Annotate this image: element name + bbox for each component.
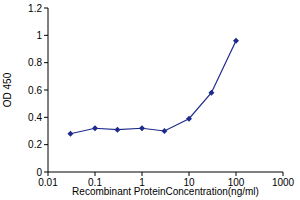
y-axis-label: OD 450 (2, 72, 13, 107)
x-tick-label: 0.01 (38, 177, 58, 188)
y-tick-label: 1 (36, 30, 42, 41)
y-tick-label: 0.2 (28, 139, 42, 150)
data-point (67, 131, 73, 137)
y-tick (44, 144, 48, 145)
y-tick (44, 172, 48, 173)
data-point (114, 127, 120, 133)
data-point (208, 90, 214, 96)
y-tick-label: 0.8 (28, 57, 42, 68)
plot-area (67, 38, 239, 137)
y-tick-label: 1.2 (28, 3, 42, 14)
y-tick (44, 117, 48, 118)
y-tick (44, 90, 48, 91)
y-tick-label: 0 (36, 167, 42, 178)
data-point (92, 125, 98, 131)
x-tick (236, 172, 237, 176)
data-point (139, 125, 145, 131)
chart: 00.20.40.60.811.20.010.11101001000Recomb… (0, 0, 300, 200)
chart-container: 00.20.40.60.811.20.010.11101001000Recomb… (0, 0, 300, 200)
data-point (233, 38, 239, 44)
series-line (70, 41, 236, 134)
y-tick (44, 62, 48, 63)
x-tick (283, 172, 284, 176)
y-axis (48, 8, 49, 172)
data-point (161, 128, 167, 134)
y-tick-label: 0.4 (28, 112, 42, 123)
x-axis-label: Recombinant ProteinConcentration(ng/ml) (72, 186, 259, 197)
y-tick (44, 8, 48, 9)
y-tick-label: 0.6 (28, 85, 42, 96)
x-tick-label: 1000 (272, 177, 295, 188)
y-tick (44, 35, 48, 36)
x-axis (48, 172, 283, 173)
data-point (186, 116, 192, 122)
x-tick (48, 172, 49, 176)
x-tick (189, 172, 190, 176)
x-tick (142, 172, 143, 176)
x-tick (95, 172, 96, 176)
